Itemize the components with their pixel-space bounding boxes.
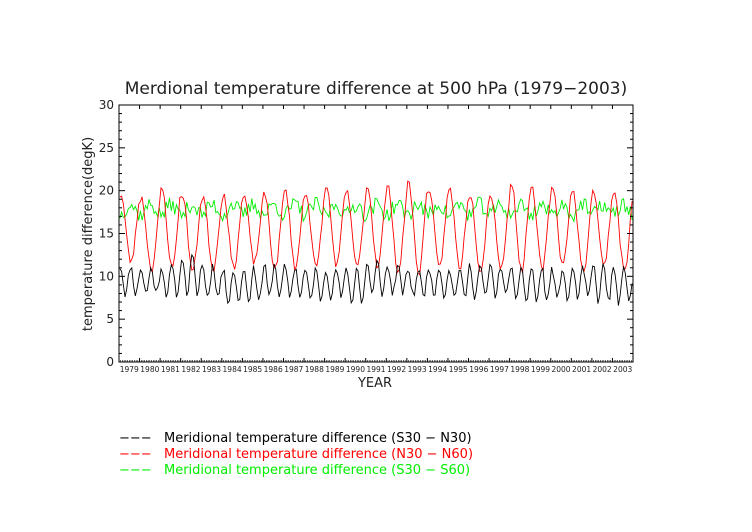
- x-tick-label: 1979: [120, 365, 139, 374]
- legend-marker-n30-n60: −−−: [119, 447, 152, 462]
- x-tick-label: 1998: [510, 365, 529, 374]
- x-tick-label: 2001: [572, 365, 591, 374]
- x-tick-label: 1988: [305, 365, 324, 374]
- legend-marker-s30-s60: −−−: [119, 463, 152, 478]
- x-tick-label: 1981: [161, 365, 180, 374]
- x-tick-label: 1995: [449, 365, 468, 374]
- legend: −−− Meridional temperature difference (S…: [119, 431, 473, 478]
- y-axis-label: temperature difference(degK): [81, 137, 96, 331]
- x-tick-label: 1999: [531, 365, 550, 374]
- x-tick-label: 2000: [551, 365, 570, 374]
- plot-frame: [118, 104, 634, 363]
- legend-marker-s30-n30: −−−: [119, 431, 152, 446]
- chart-title: Merdional temperature difference at 500 …: [125, 79, 628, 99]
- x-tick-label: 1980: [140, 365, 159, 374]
- x-axis-label: YEAR: [357, 376, 392, 391]
- y-tick-label: 15: [99, 227, 114, 241]
- x-tick-label: 1991: [366, 365, 385, 374]
- x-tick-label: 2002: [593, 365, 612, 374]
- x-tick-label: 1993: [408, 365, 427, 374]
- y-tick-label: 10: [99, 269, 114, 283]
- x-tick-label: 1987: [284, 365, 303, 374]
- series-line-n30-n60: [119, 180, 633, 276]
- y-tick-label: 5: [106, 312, 114, 326]
- x-tick-label: 1994: [428, 365, 447, 374]
- x-tick-label: 1989: [325, 365, 344, 374]
- x-tick-label: 1990: [346, 365, 365, 374]
- plot-series: [119, 180, 633, 306]
- x-tick-label: 1996: [469, 365, 488, 374]
- x-tick-label: 1982: [181, 365, 200, 374]
- x-tick-label: 1992: [387, 365, 406, 374]
- y-tick-label: 0: [106, 355, 114, 369]
- x-tick-label: 1985: [243, 365, 262, 374]
- legend-label-s30-n30: Meridional temperature difference (S30 −…: [164, 431, 472, 446]
- y-tick-label: 30: [99, 98, 114, 112]
- x-tick-label: 2003: [613, 365, 632, 374]
- series-line-s30-n30: [119, 253, 633, 306]
- legend-label-n30-n60: Meridional temperature difference (N30 −…: [164, 447, 473, 462]
- y-tick-label: 20: [99, 184, 114, 198]
- legend-label-s30-s60: Meridional temperature difference (S30 −…: [164, 463, 470, 478]
- x-tick-label: 1983: [202, 365, 221, 374]
- axes: 0 5 10 15 20 25 30 1979 1980 1981 1982 1983 1984 1985…: [99, 98, 634, 374]
- y-tick-label: 25: [99, 141, 114, 155]
- x-tick-label: 1986: [264, 365, 283, 374]
- x-tick-label: 1984: [223, 365, 242, 374]
- x-tick-label: 1997: [490, 365, 509, 374]
- series-line-s30-s60: [119, 196, 633, 224]
